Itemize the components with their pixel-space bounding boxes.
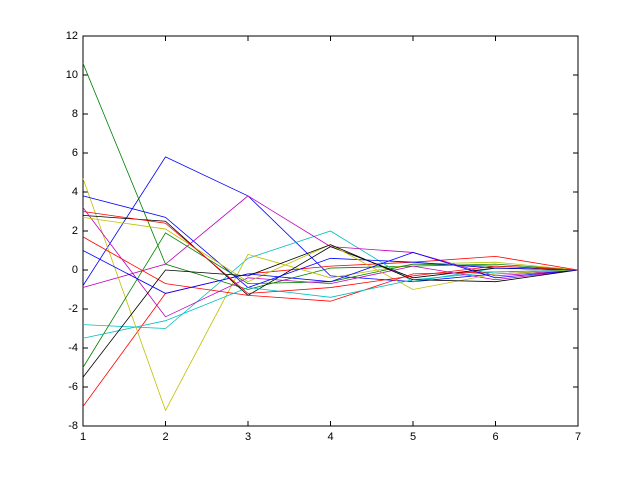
y-tick-label: 6 bbox=[72, 147, 78, 159]
series-line bbox=[82, 250, 579, 294]
x-tick-label: 2 bbox=[162, 431, 168, 443]
x-tick-label: 3 bbox=[245, 431, 251, 443]
series-line bbox=[82, 178, 579, 412]
y-tick-label: -8 bbox=[68, 420, 78, 432]
x-tick-label: 7 bbox=[575, 431, 581, 443]
x-tick-label: 4 bbox=[327, 431, 333, 443]
y-tick-label: 4 bbox=[72, 186, 78, 198]
series-line bbox=[82, 211, 579, 294]
y-tick-label: 12 bbox=[66, 30, 78, 42]
y-tick-label: 2 bbox=[72, 225, 78, 237]
y-tick-label: -2 bbox=[68, 303, 78, 315]
y-tick-label: -6 bbox=[68, 381, 78, 393]
x-tick-label: 6 bbox=[492, 431, 498, 443]
x-tick-label: 5 bbox=[410, 431, 416, 443]
series-line bbox=[82, 269, 579, 339]
series-line bbox=[82, 195, 579, 289]
y-tick-label: -4 bbox=[68, 342, 78, 354]
series-line bbox=[82, 207, 579, 318]
y-tick-label: 0 bbox=[72, 264, 78, 276]
x-tick-label: 1 bbox=[80, 431, 86, 443]
y-tick-label: 10 bbox=[66, 69, 78, 81]
y-tick-label: 8 bbox=[72, 108, 78, 120]
series-line bbox=[82, 244, 579, 378]
